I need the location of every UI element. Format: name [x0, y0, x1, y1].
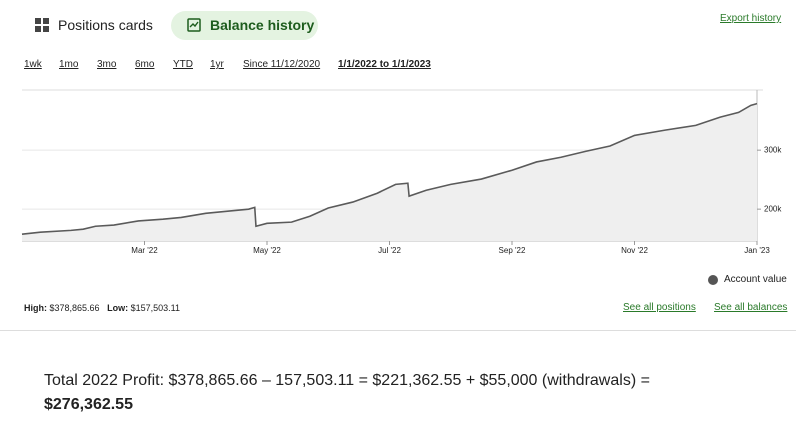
summary-text: Total 2022 Profit: $378,865.66 – 157,503…	[44, 372, 650, 389]
export-link[interactable]: Export history	[720, 13, 782, 24]
positions-link[interactable]: See all positions	[623, 302, 696, 313]
tab[interactable]: Positions cards	[58, 17, 153, 33]
x-tick-label: Jul '22	[378, 246, 401, 255]
y-tick-label: 300k	[764, 145, 782, 154]
range-option[interactable]: 3mo	[97, 59, 117, 70]
high-value: $378,865.66	[49, 303, 100, 313]
range-option[interactable]: 6mo	[135, 59, 155, 70]
range-option[interactable]: 1/1/2022 to 1/1/2023	[338, 59, 431, 70]
range-option[interactable]: 1wk	[24, 59, 42, 70]
range-option[interactable]: 1mo	[59, 59, 79, 70]
grid-icon	[35, 18, 49, 32]
x-tick-label: Mar '22	[131, 246, 158, 255]
balances-link[interactable]: See all balances	[714, 302, 788, 313]
summary-total: $276,362.55	[44, 396, 133, 413]
x-tick-label: Nov '22	[621, 246, 648, 255]
range-option[interactable]: Since 11/12/2020	[243, 59, 321, 70]
y-tick-label: 200k	[764, 204, 782, 213]
x-tick-label: May '22	[253, 246, 281, 255]
legend-swatch	[708, 275, 718, 285]
range-option[interactable]: 1yr	[210, 59, 224, 70]
divider	[0, 330, 796, 331]
range-option[interactable]: YTD	[173, 59, 193, 70]
area-fill	[22, 103, 757, 241]
x-tick-label: Jan '23	[744, 246, 770, 255]
tab-label[interactable]: Balance history	[210, 17, 315, 33]
x-tick-label: Sep '22	[499, 246, 526, 255]
low-label: Low:	[107, 303, 129, 313]
low-value: $157,503.11	[130, 303, 180, 313]
legend-label: Account value	[724, 274, 787, 285]
chart: 200k 300k Mar '22 May '22 Jul '22 Sep '22 Nov …	[21, 89, 782, 255]
chart-icon	[187, 18, 201, 37]
high-label: High:	[24, 303, 47, 313]
line	[21, 102, 758, 236]
